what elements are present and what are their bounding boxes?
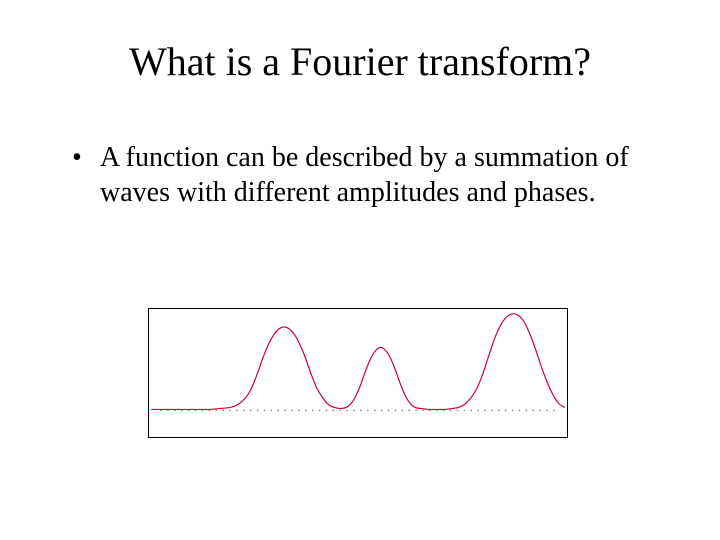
wave-chart (148, 308, 568, 438)
wave-curve (151, 314, 565, 410)
bullet-marker: • (72, 140, 100, 210)
slide: What is a Fourier transform? • A functio… (0, 0, 720, 540)
slide-title: What is a Fourier transform? (0, 38, 720, 85)
bullet-item: • A function can be described by a summa… (72, 140, 648, 210)
bullet-text: A function can be described by a summati… (100, 140, 648, 210)
bullet-list: • A function can be described by a summa… (72, 140, 648, 210)
baseline-dots (160, 410, 555, 412)
